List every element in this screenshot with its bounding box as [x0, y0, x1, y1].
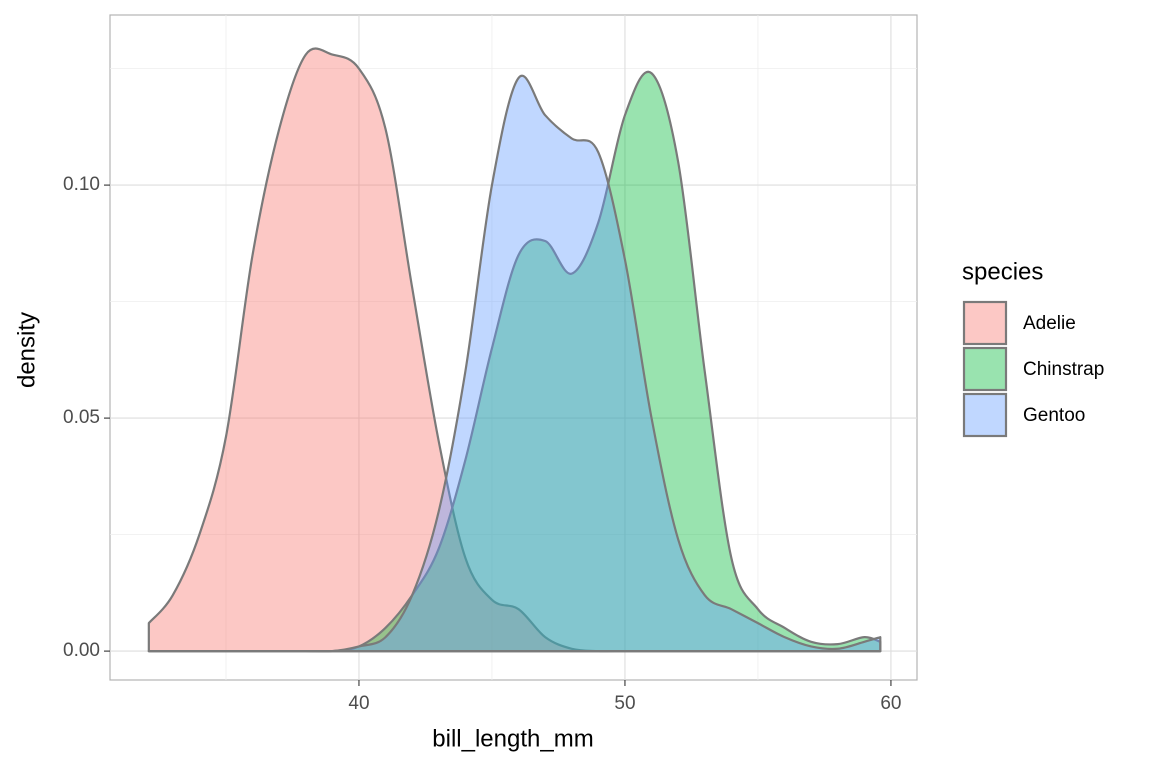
x-tick-label: 50	[614, 693, 635, 714]
legend-key-bg	[964, 302, 1006, 344]
legend-key	[962, 392, 1008, 438]
legend-key-bg	[964, 394, 1006, 436]
y-axis-label: density	[13, 312, 40, 388]
x-tick-label: 60	[880, 693, 901, 714]
x-axis-label: bill_length_mm	[432, 725, 593, 752]
legend-key-bg	[964, 348, 1006, 390]
panel	[109, 14, 918, 681]
density-area	[147, 74, 882, 653]
legend-label: Chinstrap	[1023, 359, 1104, 380]
y-tick-label: 0.05	[63, 407, 100, 428]
y-tick-label: 0.10	[63, 174, 100, 195]
legend-title: species	[962, 258, 1043, 285]
legend-label: Gentoo	[1023, 405, 1085, 426]
areas	[147, 47, 882, 653]
x-tick-label: 40	[348, 693, 369, 714]
legend-label: Adelie	[1023, 313, 1076, 334]
legend-key	[962, 346, 1008, 392]
legend-key	[962, 300, 1008, 346]
y-tick-label: 0.00	[63, 640, 100, 661]
